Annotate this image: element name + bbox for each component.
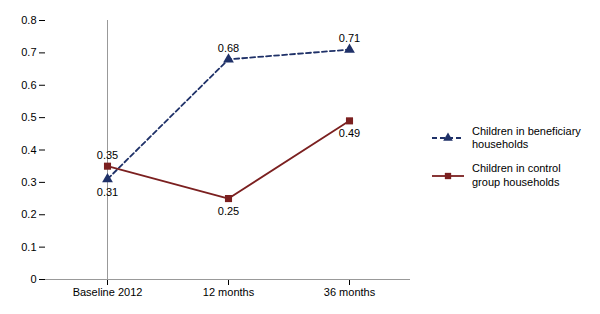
svg-text:0.2: 0.2 xyxy=(21,208,36,220)
svg-text:0.7: 0.7 xyxy=(21,46,36,58)
svg-text:0.68: 0.68 xyxy=(218,42,239,54)
svg-text:0.1: 0.1 xyxy=(21,241,36,253)
html-text:Children in beneficiary househ: Children in beneficiary households xyxy=(472,124,581,151)
svg-text:0.35: 0.35 xyxy=(97,149,118,161)
svg-text:36 months: 36 months xyxy=(324,286,376,298)
svg-text:0.3: 0.3 xyxy=(21,176,36,188)
svg-text:0.6: 0.6 xyxy=(21,79,36,91)
svg-text:0.25: 0.25 xyxy=(218,205,239,217)
svg-text:Baseline 2012: Baseline 2012 xyxy=(73,286,143,298)
svg-text:0: 0 xyxy=(30,273,36,285)
svg-text:0.49: 0.49 xyxy=(339,127,360,139)
svg-text:12 months: 12 months xyxy=(203,286,255,298)
svg-text:0.71: 0.71 xyxy=(339,32,360,44)
svg-text:0.8: 0.8 xyxy=(21,14,36,26)
svg-text:0.31: 0.31 xyxy=(97,186,118,198)
svg-text:0.4: 0.4 xyxy=(21,144,36,156)
html-text:Children in control group hous: Children in control group households xyxy=(472,162,561,188)
svg-text:0.5: 0.5 xyxy=(21,111,36,123)
